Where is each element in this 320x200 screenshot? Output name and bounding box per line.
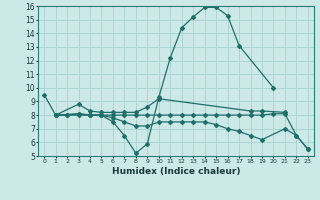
X-axis label: Humidex (Indice chaleur): Humidex (Indice chaleur) — [112, 167, 240, 176]
